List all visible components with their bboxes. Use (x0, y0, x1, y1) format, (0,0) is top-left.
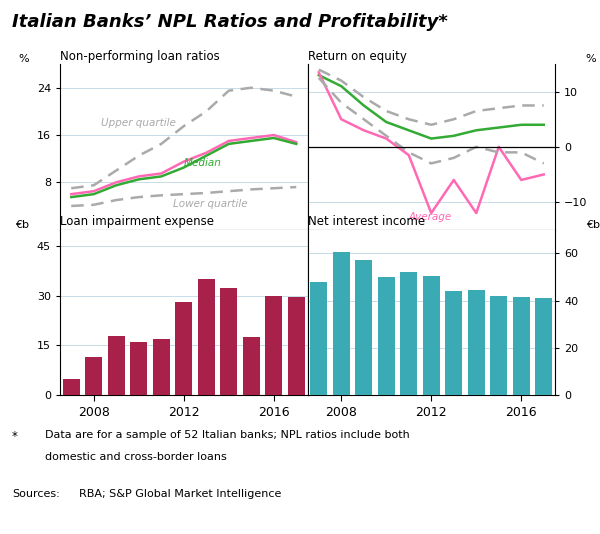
Text: %: % (19, 54, 29, 64)
Text: Non-performing loan ratios: Non-performing loan ratios (60, 50, 220, 63)
Bar (243, 337, 260, 395)
Bar (198, 279, 215, 395)
Text: Lower quartile: Lower quartile (173, 199, 247, 209)
Text: domestic and cross-border loans: domestic and cross-border loans (45, 452, 227, 462)
Bar (513, 297, 530, 395)
Bar (445, 291, 462, 395)
Bar (130, 342, 147, 395)
Text: Average: Average (409, 211, 452, 222)
Text: RBA; S&P Global Market Intelligence: RBA; S&P Global Market Intelligence (72, 489, 281, 499)
Bar (535, 298, 552, 395)
Text: Median: Median (184, 158, 221, 168)
Bar (175, 302, 192, 395)
Bar (108, 335, 125, 395)
Text: Sources:: Sources: (12, 489, 60, 499)
Bar (153, 339, 170, 395)
Bar (378, 277, 395, 395)
Text: Italian Banks’ NPL Ratios and Profitability*: Italian Banks’ NPL Ratios and Profitabil… (12, 13, 448, 32)
Text: %: % (586, 54, 596, 64)
Bar (220, 287, 237, 395)
Text: *: * (12, 430, 18, 443)
Bar (288, 297, 305, 395)
Bar (310, 281, 327, 395)
Bar (468, 290, 485, 395)
Bar (400, 272, 417, 395)
Bar (63, 379, 80, 395)
Text: Net interest income: Net interest income (308, 215, 425, 229)
Text: Upper quartile: Upper quartile (101, 118, 175, 128)
Text: Loan impairment expense: Loan impairment expense (60, 215, 214, 229)
Bar (85, 357, 102, 395)
Text: €b: €b (586, 219, 599, 230)
Bar (333, 252, 350, 395)
Text: €b: €b (16, 219, 29, 230)
Text: Data are for a sample of 52 Italian banks; NPL ratios include both: Data are for a sample of 52 Italian bank… (45, 430, 410, 440)
Text: Return on equity: Return on equity (308, 50, 406, 63)
Bar (355, 261, 372, 395)
Bar (490, 296, 507, 395)
Bar (265, 296, 282, 395)
Bar (423, 276, 440, 395)
